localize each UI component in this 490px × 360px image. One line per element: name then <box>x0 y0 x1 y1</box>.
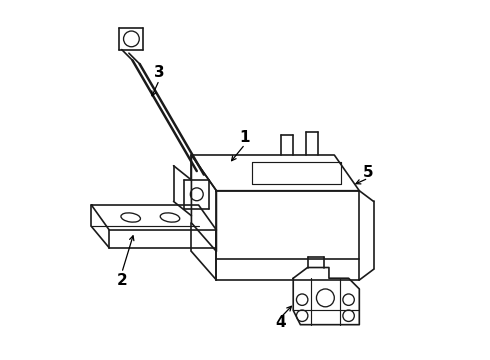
Text: 3: 3 <box>154 65 165 80</box>
Text: 2: 2 <box>117 273 127 288</box>
Text: 1: 1 <box>240 130 250 145</box>
Text: 4: 4 <box>275 315 286 330</box>
Text: 5: 5 <box>363 165 373 180</box>
